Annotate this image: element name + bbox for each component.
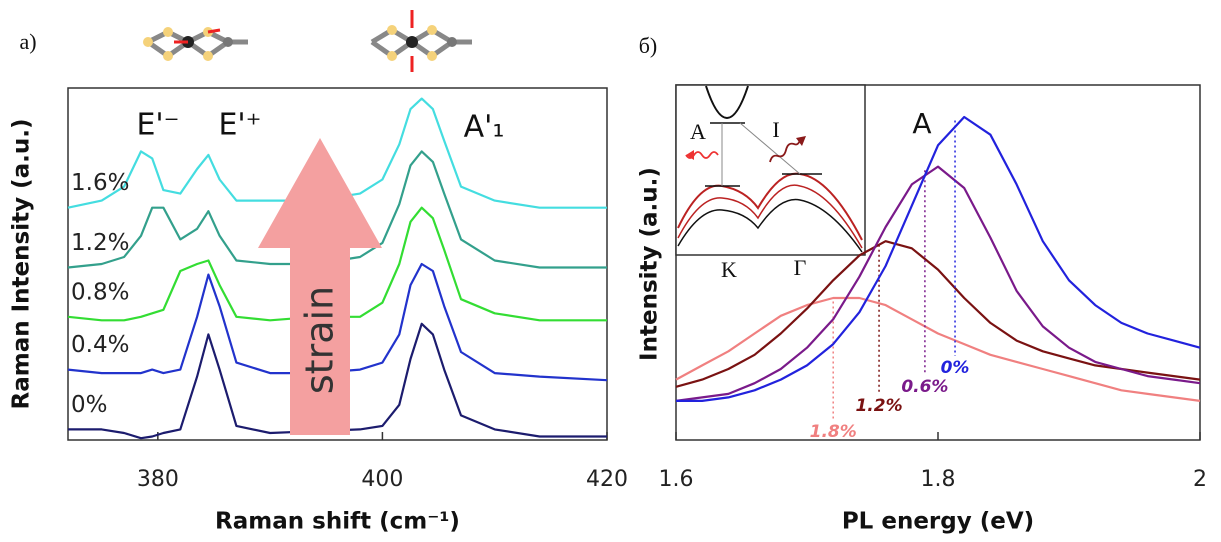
inset-label: Γ — [794, 255, 807, 280]
x-tick-label: 2 — [1193, 467, 1207, 492]
series-label: 1.6% — [71, 170, 129, 196]
valence-band-red-2 — [677, 184, 863, 249]
valence-band-red — [677, 172, 863, 241]
spectrum-line — [676, 115, 1201, 402]
strain-arrow — [258, 138, 382, 435]
spectrum-line — [675, 240, 1201, 388]
x-axis-title: Raman shift (cm⁻¹) — [215, 509, 460, 535]
series-label: 1.8% — [810, 422, 857, 442]
strain-label: strain — [298, 286, 342, 394]
inset-label: K — [721, 257, 737, 282]
photon-direct-head — [686, 150, 694, 160]
series-label: 0% — [941, 358, 970, 378]
x-tick-label: 1.8 — [921, 467, 956, 492]
molecule-icon-e — [143, 27, 248, 61]
series-label: 1.2% — [71, 230, 129, 256]
inset — [675, 84, 866, 256]
series-label: 1.2% — [855, 396, 902, 416]
panel-label: б) — [639, 33, 658, 58]
series-label: 0.6% — [901, 377, 948, 397]
plot-frame — [67, 87, 608, 441]
x-tick-label: 380 — [137, 467, 179, 492]
series-label: 0.8% — [71, 279, 129, 305]
conduction-band — [705, 85, 749, 119]
x-tick-label: 420 — [586, 467, 628, 492]
peak-annotation: E'⁺ — [218, 108, 261, 143]
panel-label: а) — [19, 29, 36, 54]
valence-band-black — [677, 198, 863, 253]
inset-label: I — [772, 117, 779, 142]
series-label: 0.4% — [71, 332, 129, 358]
series-label: 0% — [71, 392, 108, 418]
x-tick-label: 1.6 — [659, 467, 694, 492]
molecule-icon-a — [370, 10, 472, 72]
inset-frame — [675, 84, 866, 256]
y-axis-title: Intensity (a.u.) — [637, 167, 663, 361]
peak-annotation: A — [912, 107, 931, 140]
spectrum-line — [675, 165, 1201, 402]
x-axis-title: PL energy (eV) — [842, 509, 1034, 535]
peak-annotation: A'₁ — [464, 110, 505, 145]
peak-annotation: E'⁻ — [136, 108, 179, 143]
photon-indirect — [769, 139, 801, 163]
spectrum-line — [675, 296, 1201, 402]
x-tick-label: 400 — [361, 467, 403, 492]
inset-label: A — [690, 119, 706, 144]
photon-indirect-head — [796, 136, 806, 146]
y-axis-title: Raman Intensity (a.u.) — [9, 119, 35, 410]
transition-indirect — [739, 122, 801, 175]
